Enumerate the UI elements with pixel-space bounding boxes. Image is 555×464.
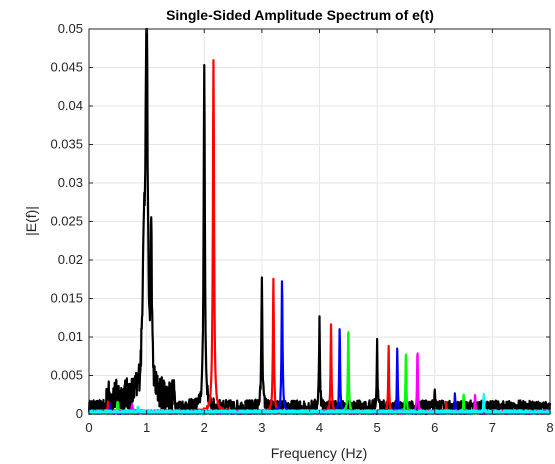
x-tick-label: 5 xyxy=(374,420,381,435)
x-tick-label: 4 xyxy=(316,420,323,435)
y-tick-label: 0.01 xyxy=(58,329,83,344)
x-axis: 0 1 2 3 4 5 6 7 8 xyxy=(85,29,554,435)
chart-title: Single-Sided Amplitude Spectrum of e(t) xyxy=(166,7,434,23)
x-tick-label: 3 xyxy=(258,420,265,435)
x-tick-label: 7 xyxy=(489,420,496,435)
x-tick-label: 2 xyxy=(201,420,208,435)
y-tick-label: 0.045 xyxy=(50,60,83,75)
grid xyxy=(89,29,550,414)
y-tick-label: 0.05 xyxy=(58,21,83,36)
y-tick-label: 0.04 xyxy=(58,98,83,113)
x-tick-label: 0 xyxy=(85,420,92,435)
y-tick-label: 0 xyxy=(76,406,83,421)
x-axis-label: Frequency (Hz) xyxy=(271,445,367,461)
y-axis-label: |E(f)| xyxy=(23,206,39,236)
y-axis: 0 0.005 0.01 0.015 0.02 0.025 0.03 0.035 0.04 0.0… xyxy=(50,21,550,421)
x-tick-label: 8 xyxy=(546,420,553,435)
y-tick-label: 0.03 xyxy=(58,175,83,190)
y-tick-label: 0.025 xyxy=(50,214,83,229)
x-tick-label: 6 xyxy=(431,420,438,435)
y-tick-label: 0.015 xyxy=(50,291,83,306)
x-tick-label: 1 xyxy=(143,420,150,435)
y-tick-label: 0.005 xyxy=(50,368,83,383)
y-tick-label: 0.035 xyxy=(50,137,83,152)
y-tick-label: 0.02 xyxy=(58,252,83,267)
